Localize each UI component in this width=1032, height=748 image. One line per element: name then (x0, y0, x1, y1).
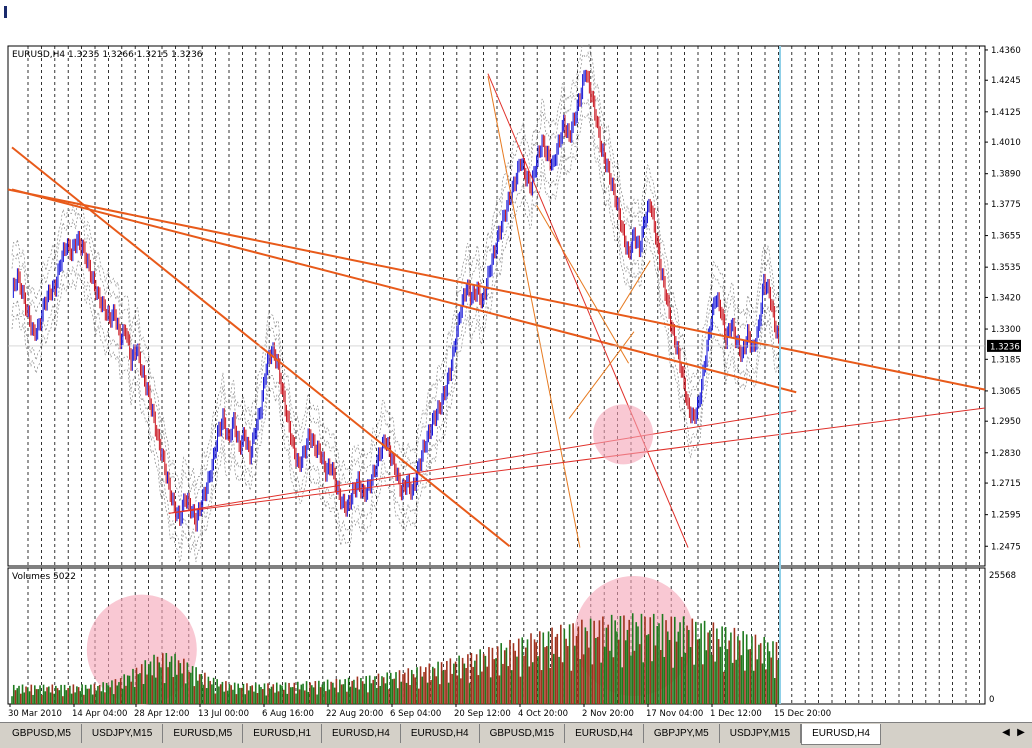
chart-tab[interactable]: EURUSD,M5 (163, 724, 244, 743)
y-tick-label: 1.4010 (991, 138, 1021, 148)
current-price-label: 1.3236 (990, 342, 1020, 352)
y-tick-label: 1.3065 (991, 387, 1021, 397)
y-tick-label: 1.4360 (991, 46, 1021, 56)
volume-tick-label: 25568 (989, 571, 1016, 581)
y-tick-label: 1.3775 (991, 200, 1021, 210)
envelope-band (11, 111, 781, 563)
y-tick-label: 1.2595 (991, 511, 1021, 521)
chart-tab[interactable]: EURUSD,H4 (565, 724, 644, 743)
trend-line[interactable] (617, 260, 651, 314)
envelope-band (11, 44, 781, 489)
trend-line[interactable] (168, 407, 986, 514)
y-tick-label: 1.3420 (991, 293, 1021, 303)
highlight-circle (593, 404, 654, 465)
x-tick-label: 1 Dec 12:00 (710, 709, 762, 719)
price-panel-frame (7, 45, 986, 567)
trend-line[interactable] (536, 205, 629, 364)
chart-tab[interactable]: EURUSD,H4 (322, 724, 401, 743)
top-toolbar (0, 0, 1032, 44)
x-tick-label: 28 Apr 12:00 (134, 709, 189, 719)
chart-tab[interactable]: USDJPY,M15 (81, 724, 164, 743)
y-tick-label: 1.4125 (991, 108, 1021, 118)
chart-tab-bar: GBPUSD,M5 USDJPY,M15 EURUSD,M5 EURUSD,H1 EUR… (0, 722, 1032, 748)
y-tick-label: 1.2830 (991, 449, 1021, 459)
y-tick-label: 1.2715 (991, 479, 1021, 489)
x-tick-label: 17 Nov 04:00 (646, 709, 703, 719)
x-tick-label: 14 Apr 04:00 (72, 709, 127, 719)
x-tick-label: 30 Mar 2010 (8, 709, 62, 719)
y-tick-label: 1.3655 (991, 232, 1021, 242)
x-tick-label: 20 Sep 12:00 (454, 709, 511, 719)
volume-tick-label: 0 (989, 695, 994, 705)
chart-tab[interactable]: GBPJPY,M5 (643, 724, 720, 743)
y-tick-label: 1.2950 (991, 417, 1021, 427)
chart-title: EURUSD,H4 1.3235 1.3266 1.3215 1.3236 (12, 50, 203, 60)
chart-tab[interactable]: GBPUSD,M5 (2, 724, 82, 743)
scroll-right-icon[interactable]: ▶ (1017, 727, 1025, 738)
y-tick-label: 1.3890 (991, 170, 1021, 180)
envelope-band (11, 51, 781, 502)
y-tick-label: 1.3300 (991, 325, 1021, 335)
y-tick-label: 1.3535 (991, 263, 1021, 273)
trend-line[interactable] (487, 76, 581, 548)
y-tick-label: 1.3185 (991, 355, 1021, 365)
tab-list: GBPUSD,M5 USDJPY,M15 EURUSD,M5 EURUSD,H1 EUR… (2, 724, 881, 745)
x-tick-label: 15 Dec 20:00 (774, 709, 831, 719)
chart-tab[interactable]: GBPUSD,M15 (479, 724, 566, 743)
chart-tab[interactable]: EURUSD,H4 (801, 724, 881, 745)
x-tick-label: 4 Oct 20:00 (518, 709, 568, 719)
x-tick-label: 22 Aug 20:00 (326, 709, 383, 719)
trend-line[interactable] (168, 410, 797, 514)
x-tick-label: 2 Nov 20:00 (582, 709, 634, 719)
y-tick-label: 1.4245 (991, 76, 1021, 86)
chart-tab[interactable]: EURUSD,H4 (400, 724, 480, 743)
trend-line[interactable] (487, 73, 689, 548)
current-price-box (987, 339, 1021, 352)
x-tick-label: 13 Jul 00:00 (198, 709, 249, 719)
trend-line[interactable] (11, 188, 797, 394)
x-tick-label: 6 Aug 16:00 (262, 709, 314, 719)
scroll-left-icon[interactable]: ◀ (1002, 727, 1010, 738)
toolbar-marker (4, 6, 7, 18)
trend-line[interactable] (7, 188, 986, 391)
chart-tab[interactable]: USDJPY,M15 (719, 724, 802, 743)
envelope-band (11, 98, 781, 550)
chart-tab[interactable]: EURUSD,H1 (243, 724, 323, 743)
price-chart[interactable]: 1.4360 1.4245 1.4125 1.4010 1.3890 1.3775 1.36… (0, 44, 1032, 720)
volume-label: Volumes 5022 (12, 572, 76, 582)
y-tick-label: 1.2475 (991, 542, 1021, 552)
x-tick-label: 6 Sep 04:00 (390, 709, 441, 719)
